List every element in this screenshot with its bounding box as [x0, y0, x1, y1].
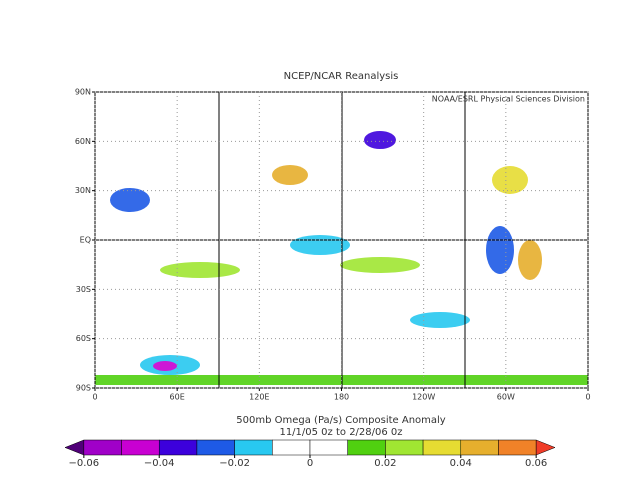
anomaly-blob: [486, 226, 514, 274]
anomaly-blob: [518, 240, 542, 280]
y-tick-label: EQ: [80, 236, 91, 245]
anomaly-blob: [153, 361, 177, 371]
anomaly-blob: [340, 257, 420, 273]
colorbar-band: [234, 439, 273, 456]
anomaly-blob: [492, 166, 528, 194]
x-tick-label: 0: [92, 393, 97, 402]
colorbar-tick-label: 0.06: [525, 458, 547, 469]
x-tick-label: 120W: [412, 393, 435, 402]
colorbar-tick-label: −0.02: [219, 458, 250, 469]
colorbar-band: [196, 439, 235, 456]
colorbar-band: [158, 439, 198, 456]
colorbar-band: [385, 439, 424, 456]
colorbar-band: [309, 439, 348, 456]
anomaly-blob: [272, 165, 308, 185]
colorbar-over: [535, 439, 556, 456]
colorbar-under: [64, 439, 85, 456]
y-tick-label: 30N: [75, 186, 91, 195]
y-tick-label: 60S: [76, 334, 91, 343]
colorbar-band: [347, 439, 386, 456]
colorbar-tick-label: 0.02: [374, 458, 396, 469]
y-tick-label: 90S: [76, 384, 91, 393]
colorbar-band: [422, 439, 462, 456]
anomaly-blob: [410, 312, 470, 328]
colorbar-tick-label: 0.04: [450, 458, 472, 469]
x-tick-label: 60W: [497, 393, 515, 402]
y-tick-label: 30S: [76, 285, 91, 294]
colorbar-band: [272, 439, 311, 456]
y-tick-label: 60N: [75, 137, 91, 146]
anomaly-blob: [160, 262, 240, 278]
colorbar-band: [460, 439, 499, 456]
x-tick-label: 60E: [170, 393, 185, 402]
x-tick-label: 0: [585, 393, 590, 402]
colorbar-tick-label: 0: [307, 458, 313, 469]
y-tick-label: 90N: [75, 88, 91, 97]
caption: 11/1/05 0z to 2/28/06 0z: [279, 427, 402, 438]
credit: NOAA/ESRL Physical Sciences Division: [432, 95, 585, 104]
colorbar-tick-label: −0.06: [69, 458, 100, 469]
colorbar-tick-label: −0.04: [144, 458, 175, 469]
colorbar-band: [498, 439, 537, 456]
caption: 500mb Omega (Pa/s) Composite Anomaly: [236, 415, 446, 426]
colorbar-band: [121, 439, 160, 456]
x-tick-label: 120E: [249, 393, 269, 402]
colorbar-band: [83, 439, 122, 456]
anomaly-blob: [364, 131, 396, 149]
chart-title: NCEP/NCAR Reanalysis: [284, 71, 399, 82]
anomaly-blob: [110, 188, 150, 212]
x-tick-label: 180: [334, 393, 349, 402]
